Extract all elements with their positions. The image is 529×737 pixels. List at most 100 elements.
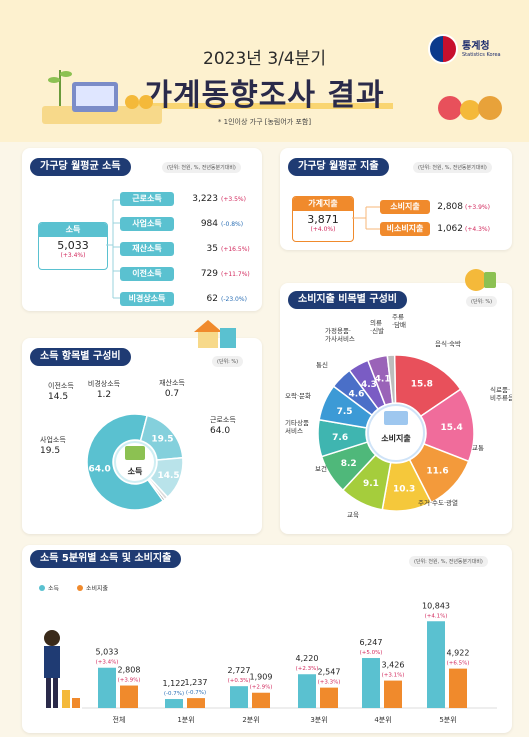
bar-change-label: (+0.3%) bbox=[228, 678, 251, 684]
income-item-change: (+16.5%) bbox=[221, 246, 250, 253]
org-name: 통계청 bbox=[462, 40, 490, 52]
category-tick-label: 5분위 bbox=[439, 716, 456, 724]
bar-change-label: (+5.0%) bbox=[360, 650, 383, 656]
expense-item-row: 비소비지출 1,062 (+4.3%) bbox=[380, 222, 490, 236]
expense-bar bbox=[384, 680, 402, 708]
slice-value-label: 0.7 bbox=[165, 389, 179, 399]
slice-value-label: 4.1 bbox=[375, 375, 391, 385]
donut-slice bbox=[146, 478, 166, 502]
slice-value-label: 10.3 bbox=[393, 484, 415, 494]
slice-value-label: 15.8 bbox=[411, 379, 433, 389]
slice-value-label: 11.6 bbox=[426, 467, 448, 477]
income-item-row: 재산소득 35 (+16.5%) bbox=[120, 242, 250, 256]
consumption-composition-unit: (단위: %) bbox=[466, 296, 498, 307]
category-tick-label: 3분위 bbox=[310, 716, 327, 724]
bar-change-label: (-0.7%) bbox=[186, 690, 206, 696]
quintile-bar-chart: 소득 소비지출5,033(+3.4%)2,808(+3.9%)전체1,122(-0… bbox=[39, 585, 497, 724]
donut-center-label: 소비지출 bbox=[381, 433, 411, 443]
bar-value-label: 4,220 bbox=[296, 654, 319, 663]
income-composition-title: 소득 항목별 구성비 bbox=[30, 348, 131, 366]
slice-value-label: 19.5 bbox=[151, 435, 173, 445]
slice-category-label: 식료품· bbox=[490, 385, 510, 394]
income-total-change: (+3.4%) bbox=[60, 252, 86, 259]
bar-value-label: 10,843 bbox=[422, 601, 450, 610]
income-item-value: 729 bbox=[200, 269, 218, 279]
expense-bar bbox=[187, 698, 205, 708]
slice-category-label: ·신발 bbox=[370, 326, 384, 335]
bar-change-label: (+3.1%) bbox=[382, 673, 405, 679]
expense-bar bbox=[120, 685, 138, 708]
slice-value-label: 19.5 bbox=[40, 446, 60, 456]
expense-item-row: 소비지출 2,808 (+3.9%) bbox=[380, 200, 490, 214]
expense-connector bbox=[352, 206, 380, 230]
income-item-value: 3,223 bbox=[192, 194, 218, 204]
slice-value-label: 7.6 bbox=[332, 433, 348, 443]
slice-category-label: 근로소득 bbox=[210, 416, 236, 424]
income-item-label: 비경상소득 bbox=[120, 292, 174, 306]
expense-item-label: 비소비지출 bbox=[380, 222, 430, 236]
presenter-illustration bbox=[44, 630, 80, 708]
bar-value-label: 4,922 bbox=[447, 649, 470, 658]
donut-slice bbox=[86, 413, 165, 511]
income-bar bbox=[230, 686, 248, 708]
category-tick-label: 2분위 bbox=[242, 716, 259, 724]
income-composition-unit: (단위: %) bbox=[212, 356, 244, 367]
slice-value-label: 14.5 bbox=[157, 471, 179, 481]
title-underline bbox=[135, 103, 393, 109]
donut-center-label: 소득 bbox=[128, 467, 143, 476]
scope-note: * 1인이상 가구 [농림어가 포함] bbox=[217, 118, 312, 126]
slice-category-label: 교육 bbox=[347, 511, 359, 519]
expense-unit: (단위: 천원, %, 전년동분기대비) bbox=[413, 162, 492, 173]
income-item-value: 984 bbox=[200, 219, 218, 229]
income-bar bbox=[427, 621, 445, 708]
expense-total-value: 3,871 bbox=[307, 213, 339, 226]
slice-category-label: 재산소득 bbox=[159, 378, 185, 387]
slice-value-label: 14.5 bbox=[48, 392, 68, 402]
income-total-box: 소득 5,033 (+3.4%) bbox=[38, 222, 108, 270]
slice-value-label: 15.4 bbox=[441, 423, 463, 433]
income-item-label: 근로소득 bbox=[120, 192, 174, 206]
money-icon bbox=[125, 446, 145, 460]
donut-center bbox=[367, 404, 425, 462]
income-item-change: (-0.8%) bbox=[221, 221, 244, 228]
slice-category-label: ·담배 bbox=[392, 320, 406, 329]
legend-label-income: 소득 bbox=[48, 586, 60, 593]
expense-bar bbox=[320, 687, 338, 708]
consumption-composition-title: 소비지출 비목별 구성비 bbox=[288, 291, 407, 309]
income-item-change: (+3.5%) bbox=[221, 196, 246, 203]
income-item-row: 비경상소득 62 (-23.0%) bbox=[120, 292, 247, 306]
category-tick-label: 전체 bbox=[113, 715, 126, 724]
slice-category-label: 교통 bbox=[472, 444, 484, 452]
bar-value-label: 6,247 bbox=[360, 638, 383, 647]
slice-category-label: 이전소득 bbox=[48, 381, 74, 390]
slice-category-label: 오락·문화 bbox=[285, 392, 311, 400]
slice-value-label: 64.0 bbox=[89, 465, 111, 475]
report-period: 2023년 3/4분기 bbox=[203, 49, 326, 69]
quintile-title: 소득 5분위별 소득 및 소비지출 bbox=[30, 550, 182, 568]
slice-value-label: 64.0 bbox=[210, 426, 230, 436]
expense-item-value: 2,808 bbox=[437, 202, 463, 212]
expense-total-change: (+4.0%) bbox=[310, 226, 336, 233]
slice-value-label: 4.6 bbox=[348, 389, 364, 399]
bar-value-label: 3,426 bbox=[382, 661, 405, 670]
income-item-change: (+11.7%) bbox=[221, 271, 250, 278]
bar-change-label: (+3.4%) bbox=[96, 660, 119, 666]
expense-total-label: 가계지출 bbox=[293, 197, 353, 211]
bar-value-label: 2,727 bbox=[228, 666, 251, 675]
slice-category-label: 통신 bbox=[316, 360, 328, 369]
income-composition-chart: 64.0 19.5 14.5 소득 근로소득 64.0 사업소득 19.5 이전소득 14.5 비경… bbox=[40, 378, 236, 511]
slice-category-label: 비주류음료 bbox=[490, 393, 512, 402]
bar-change-label: (+2.3%) bbox=[296, 666, 319, 672]
bar-value-label: 1,237 bbox=[185, 678, 208, 687]
slice-category-label: 사업소득 bbox=[40, 435, 66, 444]
expense-bar bbox=[449, 668, 467, 708]
org-emblem-icon bbox=[428, 34, 458, 64]
slice-category-label: 음식·숙박 bbox=[435, 339, 461, 348]
slice-category-label: 주거·수도·광열 bbox=[418, 498, 458, 507]
income-item-label: 이전소득 bbox=[120, 267, 174, 281]
expense-item-change: (+3.9%) bbox=[465, 204, 490, 211]
income-unit: (단위: 천원, %, 전년동분기대비) bbox=[162, 162, 241, 173]
slice-category-label: 가정용품· bbox=[325, 326, 351, 335]
slice-value-label: 7.5 bbox=[337, 407, 353, 417]
expense-item-value: 1,062 bbox=[437, 224, 463, 234]
